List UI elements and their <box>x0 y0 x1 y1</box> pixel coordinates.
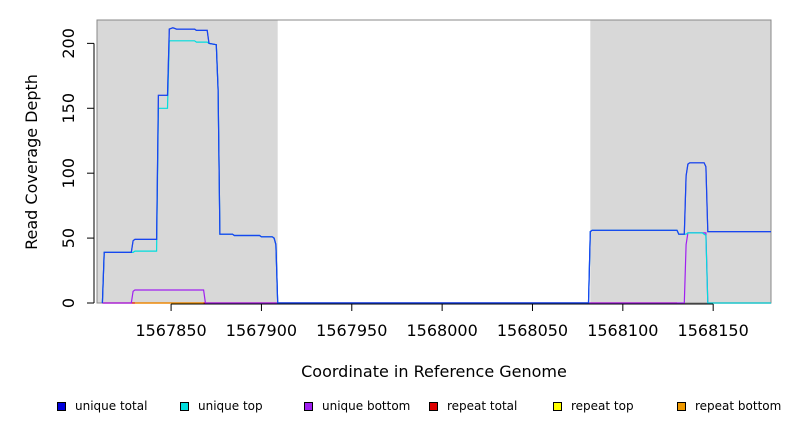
legend-item-unique-top: unique top <box>180 399 263 413</box>
y-tick-label: 50 <box>59 228 78 248</box>
legend-item-repeat-bottom: repeat bottom <box>677 399 781 413</box>
legend-swatch <box>180 401 189 411</box>
y-tick-label: 0 <box>59 298 78 308</box>
shaded-regions <box>97 20 771 303</box>
legend-label: repeat top <box>571 399 634 413</box>
legend-item-repeat-top: repeat top <box>553 399 634 413</box>
legend-label: repeat total <box>447 399 518 413</box>
x-tick-label: 1567900 <box>226 321 297 340</box>
x-axis: 1567850 1567900 1567950 1568000 1568050 15681… <box>135 303 749 340</box>
y-tick-label: 100 <box>59 158 78 189</box>
y-tick-label: 150 <box>59 93 78 124</box>
series-overlap-line <box>101 27 771 304</box>
x-tick-label: 1567950 <box>316 321 387 340</box>
y-tick-label: 200 <box>59 28 78 59</box>
x-tick-label: 1568150 <box>678 321 749 340</box>
legend-label: unique bottom <box>322 399 411 413</box>
x-tick-label: 1568050 <box>497 321 568 340</box>
legend-swatch <box>57 401 66 411</box>
y-axis: 0 50 100 150 200 <box>59 28 95 308</box>
y-axis-title: Read Coverage Depth <box>22 74 41 250</box>
x-tick-label: 1568000 <box>406 321 477 340</box>
shaded-region <box>590 20 771 303</box>
x-tick-label: 1567850 <box>135 321 206 340</box>
x-tick-label: 1568100 <box>587 321 658 340</box>
legend-label: unique total <box>75 399 148 413</box>
legend-item-unique-bottom: unique bottom <box>304 399 410 413</box>
shaded-region <box>97 20 278 303</box>
legend: unique total unique top unique bottom repea… <box>0 399 792 419</box>
series-layer <box>101 27 771 304</box>
legend-item-repeat-total: repeat total <box>429 399 517 413</box>
x-axis-title: Coordinate in Reference Genome <box>301 362 567 381</box>
legend-label: unique top <box>198 399 263 413</box>
legend-item-unique-total: unique total <box>57 399 147 413</box>
legend-label: repeat bottom <box>695 399 782 413</box>
legend-swatch <box>677 401 686 411</box>
legend-swatch <box>429 401 438 411</box>
legend-swatch <box>304 401 313 411</box>
legend-swatch <box>553 401 562 411</box>
